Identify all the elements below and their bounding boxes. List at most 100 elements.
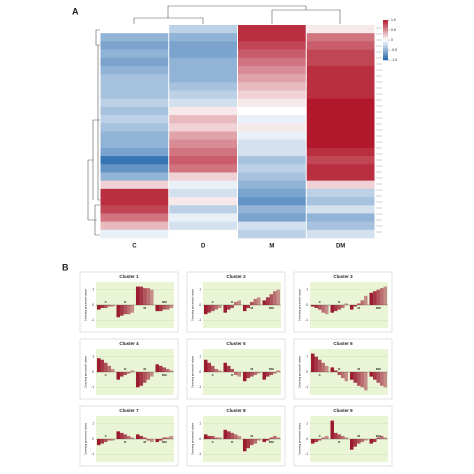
bar [210, 305, 215, 312]
heatmap-cell [100, 115, 169, 124]
y-axis-label: Centering processed values [191, 422, 195, 455]
bar [130, 305, 135, 313]
bar [376, 289, 381, 305]
heatmap-cell [238, 147, 306, 157]
bar [253, 298, 258, 305]
y-tick-label: 1 [92, 355, 94, 359]
heatmap-cell [306, 156, 375, 165]
bar [214, 437, 219, 439]
bar [310, 439, 315, 444]
bar [230, 432, 235, 439]
heatmap-cell [169, 74, 237, 83]
y-axis-label: Centering processed values [84, 355, 88, 388]
heatmap-cell [169, 90, 237, 100]
colorbar-step [383, 28, 388, 31]
bar [269, 294, 274, 305]
bar [325, 435, 329, 439]
bar [127, 372, 131, 374]
category-label: DM [376, 306, 381, 310]
colorbar-label: 1.0 [391, 18, 396, 22]
row-labels [376, 27, 382, 233]
heatmap-cell [100, 49, 169, 59]
heatmap-cell [100, 164, 169, 173]
bar [230, 305, 235, 309]
heatmap-cell [100, 205, 169, 214]
colorbar-step [383, 50, 388, 53]
bar [223, 305, 227, 313]
y-tick-label: 0 [306, 370, 308, 374]
bar [269, 372, 274, 376]
heatmap-cell [238, 205, 306, 214]
bar [314, 439, 318, 443]
category-label: C [319, 300, 322, 304]
heatmap-cell [238, 106, 306, 116]
heatmap-cell [169, 49, 237, 59]
bar [380, 288, 384, 305]
heatmap-cell [100, 139, 169, 149]
y-tick-label: 1 [199, 355, 201, 359]
bar [317, 439, 322, 441]
panel-title: Cluster 6 [333, 341, 353, 346]
heatmap-cell [169, 139, 237, 149]
column-label: M [269, 244, 274, 250]
category-label: D [124, 367, 127, 371]
category-label: M [251, 434, 254, 438]
category-label: C [319, 434, 322, 438]
bar [337, 372, 342, 376]
bar [111, 305, 115, 307]
bar [265, 297, 270, 305]
bar [330, 305, 334, 313]
dendrogram [87, 5, 341, 236]
bar [242, 439, 247, 452]
heatmap-cell [100, 25, 169, 34]
heatmap-cell [100, 106, 169, 116]
bar [119, 372, 124, 377]
heatmap-cell [169, 147, 237, 157]
category-label: D [124, 440, 127, 444]
bar [276, 370, 281, 372]
bar [218, 437, 222, 439]
category-label: C [105, 434, 108, 438]
heatmap-cell [169, 65, 237, 75]
category-label: DM [376, 367, 381, 371]
bar [203, 359, 208, 372]
panel-title: Cluster 5 [226, 341, 246, 346]
bar [276, 437, 281, 439]
bar [210, 365, 215, 372]
heatmap-cell [238, 115, 306, 124]
heatmap-cell [100, 147, 169, 157]
heatmap-cell [306, 197, 375, 206]
bar [314, 356, 318, 372]
bar [364, 372, 368, 391]
heatmap-cell [238, 172, 306, 181]
bar [383, 372, 388, 388]
bar [356, 372, 361, 386]
bar [234, 372, 238, 376]
bar [325, 305, 329, 315]
heatmap-cell [169, 57, 237, 67]
heatmap-cell [238, 180, 306, 190]
bar [317, 359, 322, 372]
bar [119, 432, 124, 439]
y-tick-label: -1 [198, 452, 201, 456]
bar [364, 295, 368, 305]
bar [372, 291, 377, 305]
bar [162, 367, 167, 372]
y-tick-label: 1 [306, 422, 308, 426]
bar [226, 431, 231, 439]
bar [376, 437, 381, 439]
bar [257, 439, 261, 441]
colorbar-step [383, 46, 388, 49]
heatmap-cell [100, 57, 169, 67]
bar [273, 435, 277, 439]
bar [169, 370, 174, 372]
colorbar-label: 0 [391, 38, 393, 42]
bar [341, 372, 345, 379]
heatmap-cell [100, 65, 169, 75]
heatmap-cell [306, 74, 375, 83]
panel-title: Cluster 3 [333, 274, 353, 279]
bar [146, 372, 151, 380]
bar [155, 364, 159, 372]
column-dendrogram [133, 5, 341, 24]
heatmap-cell [169, 115, 237, 124]
